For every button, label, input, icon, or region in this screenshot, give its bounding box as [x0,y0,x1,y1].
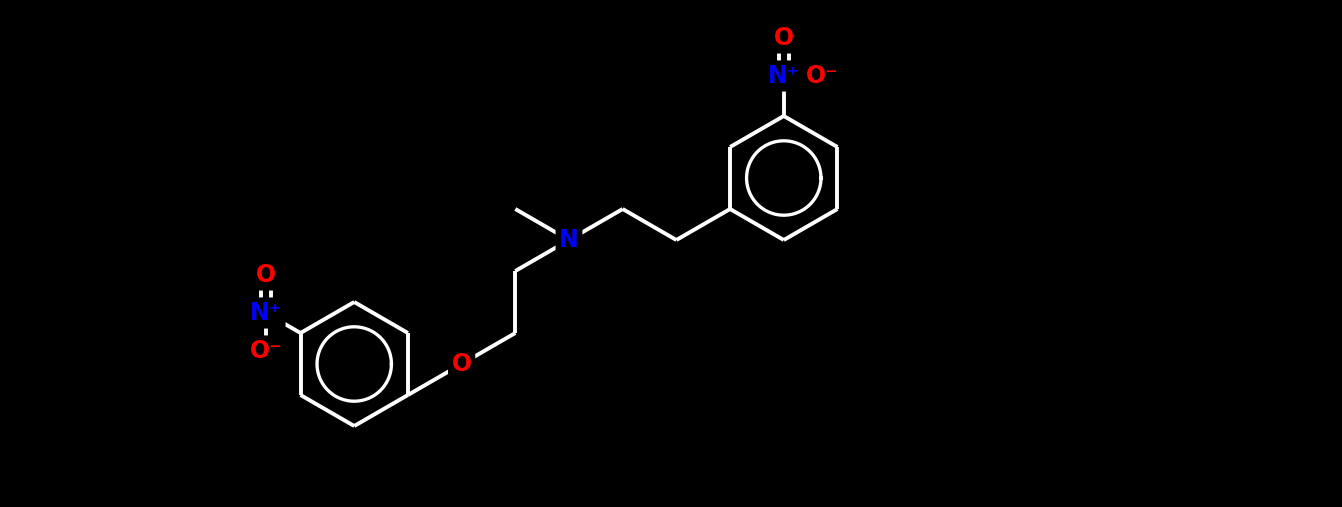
Text: O: O [774,26,794,50]
Text: N: N [560,228,578,252]
Text: N⁺: N⁺ [250,301,282,325]
Text: O: O [256,263,276,287]
Text: N⁺: N⁺ [768,64,800,88]
Text: O⁻: O⁻ [805,64,839,88]
Text: O⁻: O⁻ [250,339,282,363]
Text: O: O [451,352,471,376]
